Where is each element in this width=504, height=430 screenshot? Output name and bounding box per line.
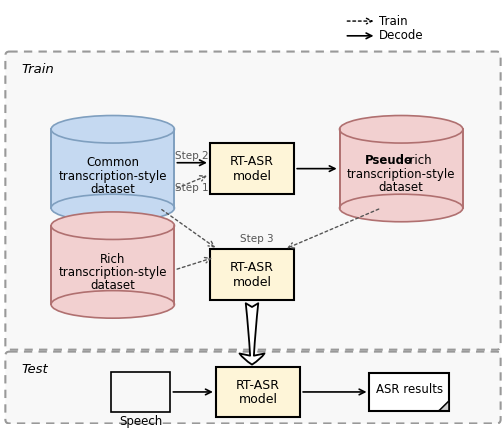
Text: transcription-style: transcription-style: [58, 267, 167, 280]
Text: Step 2: Step 2: [175, 151, 209, 161]
Text: Speech: Speech: [119, 415, 162, 428]
Polygon shape: [51, 129, 174, 208]
Ellipse shape: [51, 116, 174, 143]
Text: transcription-style: transcription-style: [347, 168, 456, 181]
FancyBboxPatch shape: [6, 52, 500, 350]
FancyBboxPatch shape: [6, 352, 500, 424]
Text: RT-ASR: RT-ASR: [230, 261, 274, 274]
Polygon shape: [439, 401, 449, 411]
Bar: [369, 373, 449, 411]
Polygon shape: [439, 401, 449, 411]
Text: Step 1: Step 1: [175, 183, 209, 194]
Text: transcription-style: transcription-style: [58, 170, 167, 183]
Text: Rich: Rich: [100, 253, 125, 266]
Bar: [216, 367, 300, 417]
Bar: [210, 249, 294, 301]
Text: Decode: Decode: [380, 29, 424, 42]
Text: -rich: -rich: [406, 154, 432, 167]
Bar: [111, 372, 170, 412]
Text: dataset: dataset: [379, 181, 423, 194]
Text: Pseudo: Pseudo: [365, 154, 413, 167]
Text: ASR results: ASR results: [375, 384, 443, 396]
Polygon shape: [51, 226, 174, 304]
Text: Train: Train: [21, 63, 54, 76]
Ellipse shape: [51, 212, 174, 240]
Text: Train: Train: [380, 15, 408, 28]
Polygon shape: [340, 129, 463, 208]
Text: Step 3: Step 3: [240, 234, 274, 245]
Text: dataset: dataset: [90, 183, 135, 196]
Bar: [210, 143, 294, 194]
Text: Test: Test: [21, 363, 48, 376]
Ellipse shape: [340, 116, 463, 143]
Text: dataset: dataset: [90, 279, 135, 292]
Text: RT-ASR: RT-ASR: [236, 378, 280, 392]
Text: RT-ASR: RT-ASR: [230, 155, 274, 168]
Text: model: model: [232, 170, 272, 183]
Text: Common: Common: [86, 156, 139, 169]
Text: model: model: [238, 393, 278, 406]
Ellipse shape: [51, 194, 174, 222]
Ellipse shape: [340, 194, 463, 222]
Text: model: model: [232, 276, 272, 289]
Ellipse shape: [51, 291, 174, 318]
